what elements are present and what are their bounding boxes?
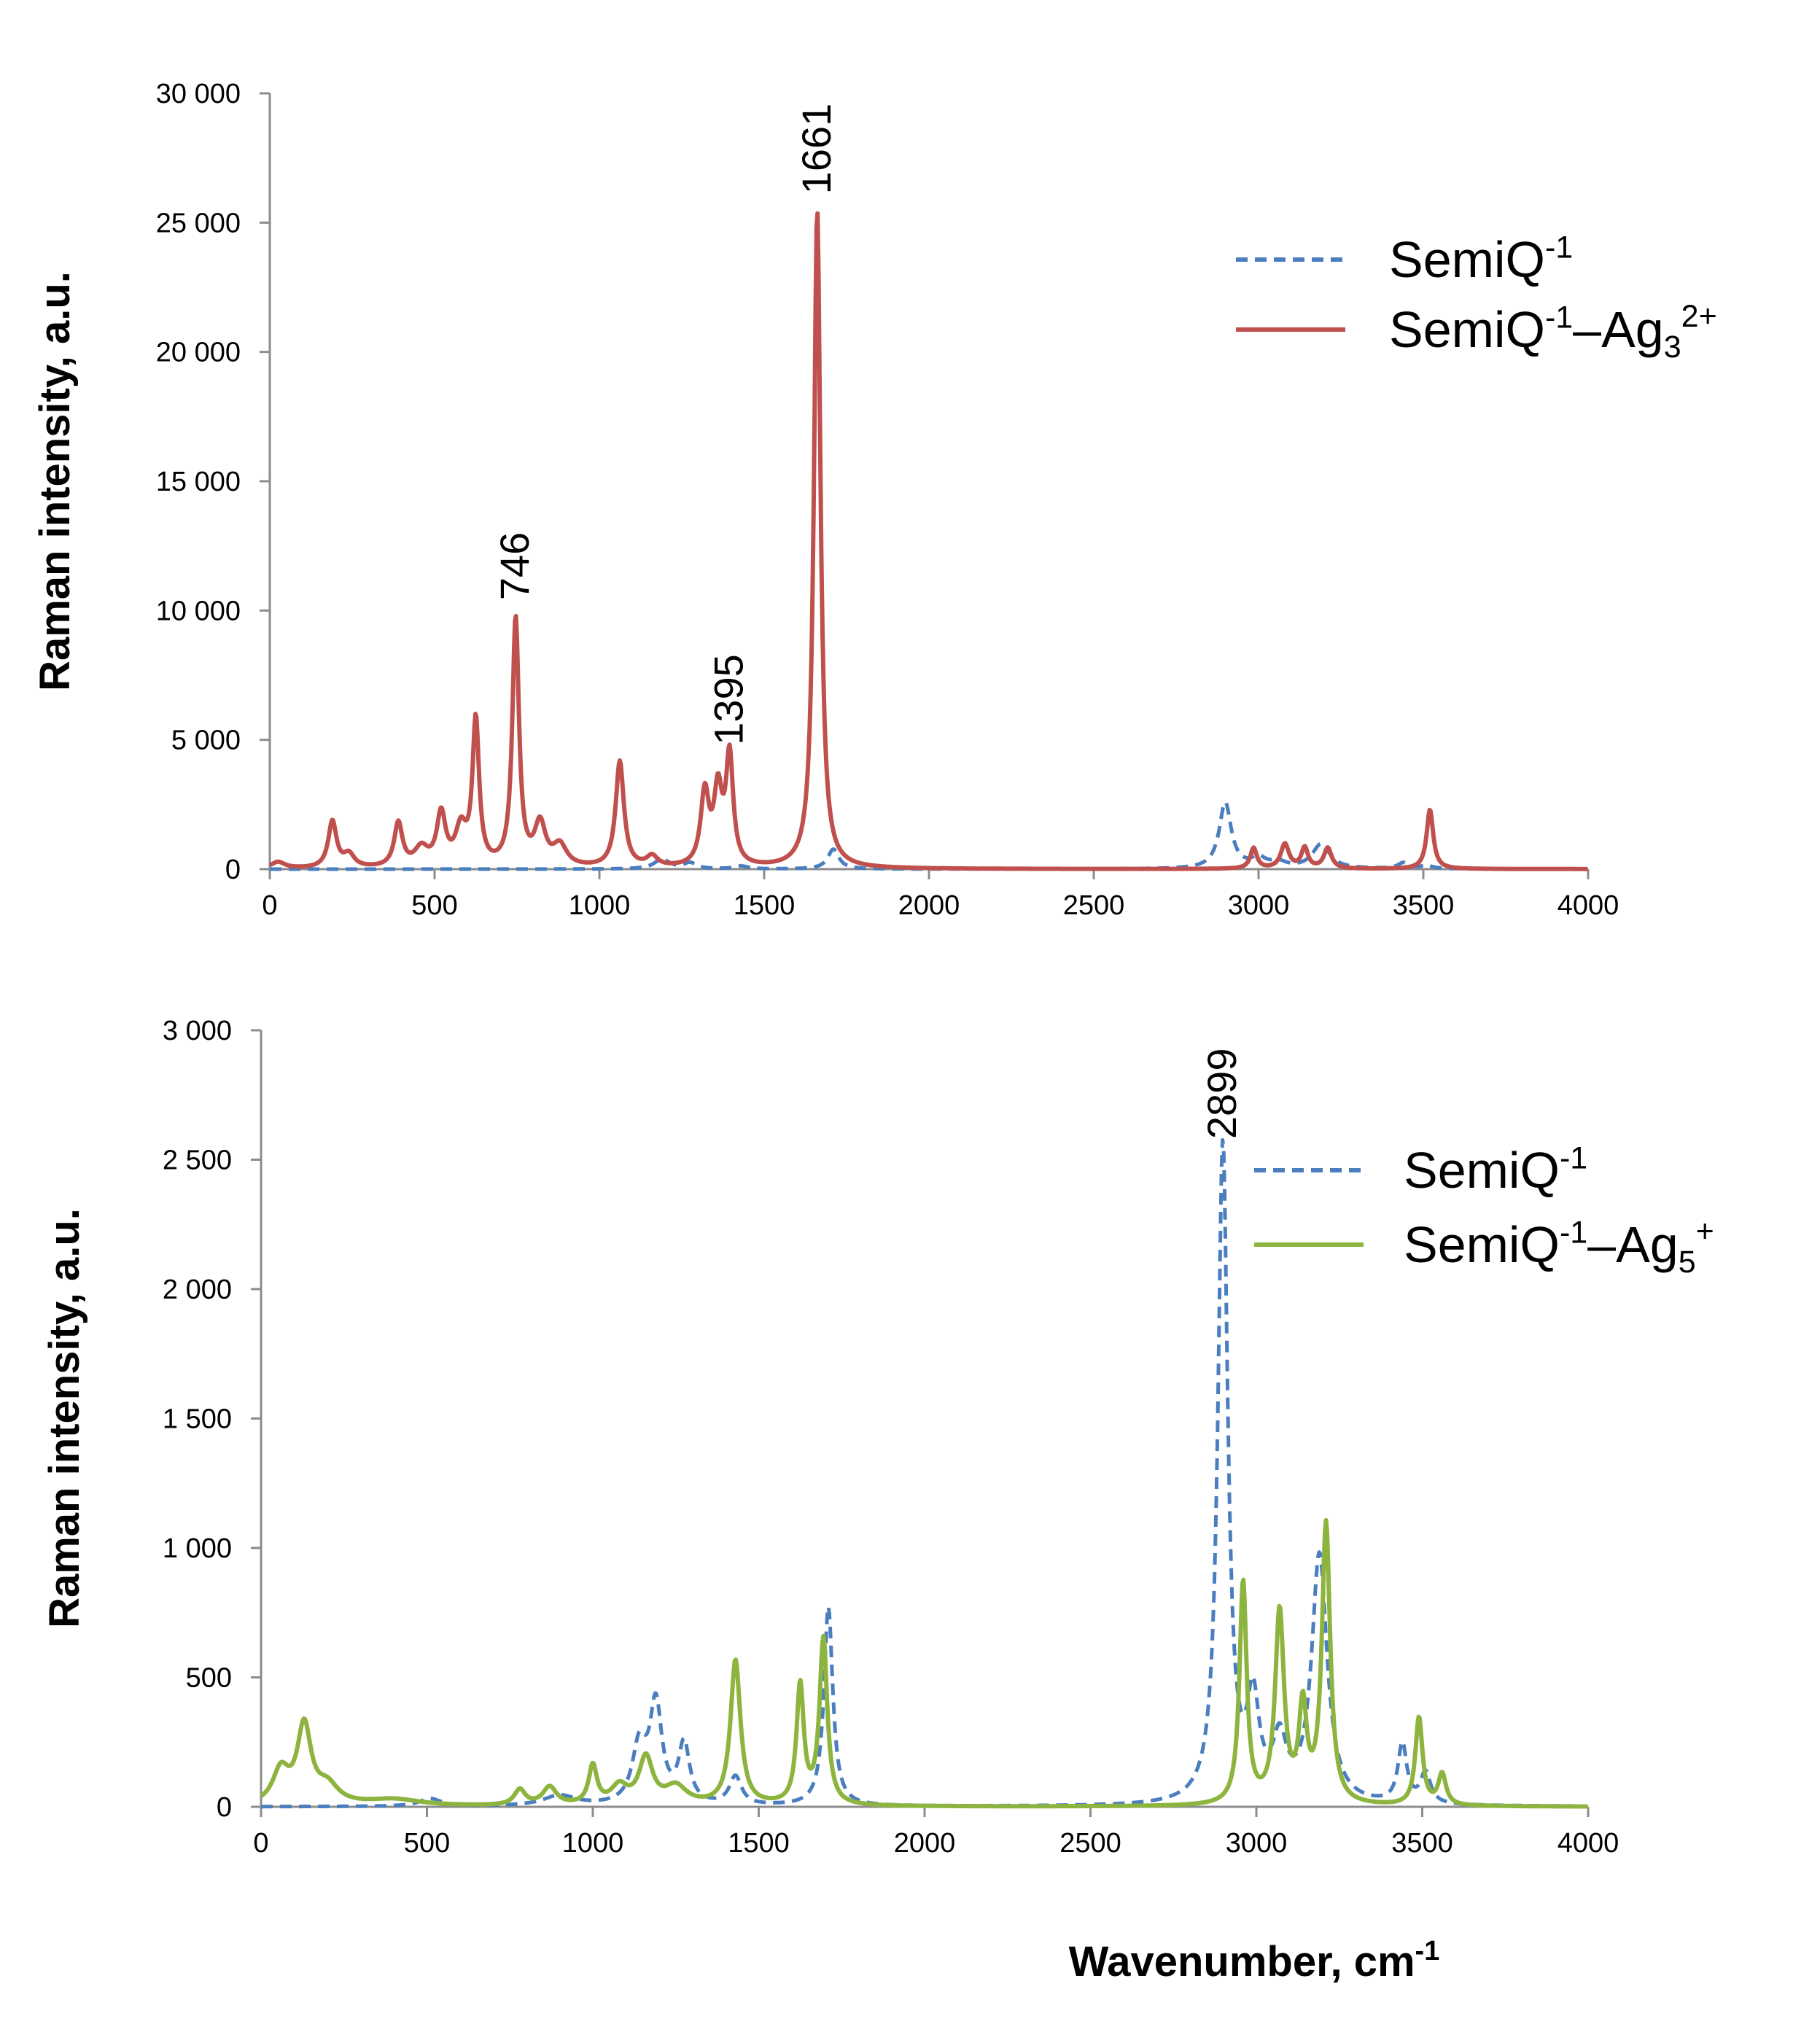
x-tick-label: 3000 — [1226, 1828, 1288, 1859]
y-tick-label: 3 000 — [163, 1016, 232, 1046]
legend-text-sup: -1 — [1545, 230, 1573, 265]
x-axis-title-sup: -1 — [1415, 1936, 1440, 1966]
legend-text-sub: 5 — [1679, 1245, 1696, 1280]
y-tick-label: 25 000 — [156, 208, 241, 238]
y-tick-label: 15 000 — [156, 467, 241, 497]
x-tick-label: 1000 — [562, 1828, 624, 1859]
y-tick-label: 20 000 — [156, 338, 241, 368]
peak-annotation: 2899 — [1199, 1048, 1245, 1140]
legend-label-1: SemiQ-1 — [1389, 230, 1573, 288]
legend-text-base: SemiQ — [1389, 301, 1545, 358]
series-line-1 — [268, 800, 1589, 871]
legend-text-sup2: + — [1696, 1214, 1714, 1249]
x-tick-label: 1500 — [734, 890, 796, 921]
x-tick-label: 3000 — [1228, 890, 1290, 921]
y-tick-label: 0 — [217, 1792, 232, 1823]
x-tick-label: 2500 — [1063, 890, 1125, 921]
y-tick-label: 1 000 — [163, 1533, 232, 1564]
series-line-2 — [268, 211, 1590, 871]
peak-annotation: 1661 — [793, 104, 839, 195]
x-tick-label: 500 — [411, 890, 457, 921]
x-tick-label: 4000 — [1558, 890, 1619, 921]
y-tick-label: 10 000 — [156, 596, 241, 626]
legend-text-sup: -1 — [1545, 300, 1573, 335]
legend-label-2: SemiQ-1–Ag32+ — [1389, 299, 1717, 365]
x-tick-label: 3500 — [1391, 1828, 1453, 1859]
x-tick-label: 1000 — [569, 890, 631, 921]
y-tick-label: 2 500 — [163, 1145, 232, 1176]
y-tick-label: 1 500 — [163, 1404, 232, 1435]
y-tick-label: 0 — [225, 855, 241, 885]
x-tick-label: 2500 — [1059, 1828, 1121, 1859]
peak-annotation: 746 — [491, 532, 537, 600]
legend-label-1: SemiQ-1 — [1404, 1140, 1587, 1199]
x-tick-label: 2000 — [898, 890, 960, 921]
x-tick-label: 1500 — [728, 1828, 790, 1859]
legend-text-mid: –Ag — [1587, 1216, 1679, 1273]
x-tick-label: 500 — [404, 1828, 450, 1859]
legend-text-sup2: 2+ — [1681, 299, 1717, 334]
y-axis-title: Raman intensity, a.u. — [41, 1208, 88, 1628]
legend-text-base: SemiQ — [1404, 1216, 1560, 1273]
series-line-1 — [260, 1138, 1589, 1809]
y-tick-label: 500 — [186, 1663, 232, 1694]
x-tick-label: 3500 — [1393, 890, 1455, 921]
y-tick-label: 5 000 — [171, 725, 241, 756]
x-axis-title: Wavenumber, cm-1 — [1069, 1936, 1440, 1985]
legend-text-base: SemiQ — [1404, 1142, 1560, 1199]
legend-text-sup: -1 — [1560, 1215, 1587, 1250]
chart-panel-1: 0 5 000 10 000 15 000 20 000 25 000 30 000 0 500… — [31, 79, 1717, 921]
legend-text-sub: 3 — [1664, 330, 1681, 365]
y-tick-label: 2 000 — [163, 1275, 232, 1305]
x-tick-label: 0 — [262, 890, 277, 921]
series-line-2 — [260, 1518, 1590, 1809]
legend-label-2: SemiQ-1–Ag5+ — [1404, 1214, 1714, 1280]
legend-text-sup: -1 — [1560, 1140, 1587, 1175]
legend-text-mid: –Ag — [1573, 301, 1664, 358]
legend-text-base: SemiQ — [1389, 231, 1545, 288]
x-tick-label: 4000 — [1558, 1828, 1619, 1859]
x-tick-label: 0 — [253, 1828, 268, 1859]
peak-annotation: 1395 — [706, 654, 752, 745]
y-axis-title: Raman intensity, a.u. — [31, 271, 79, 691]
x-axis-title-base: Wavenumber, cm — [1069, 1938, 1415, 1985]
x-tick-label: 2000 — [894, 1828, 956, 1859]
y-tick-label: 30 000 — [156, 79, 241, 109]
